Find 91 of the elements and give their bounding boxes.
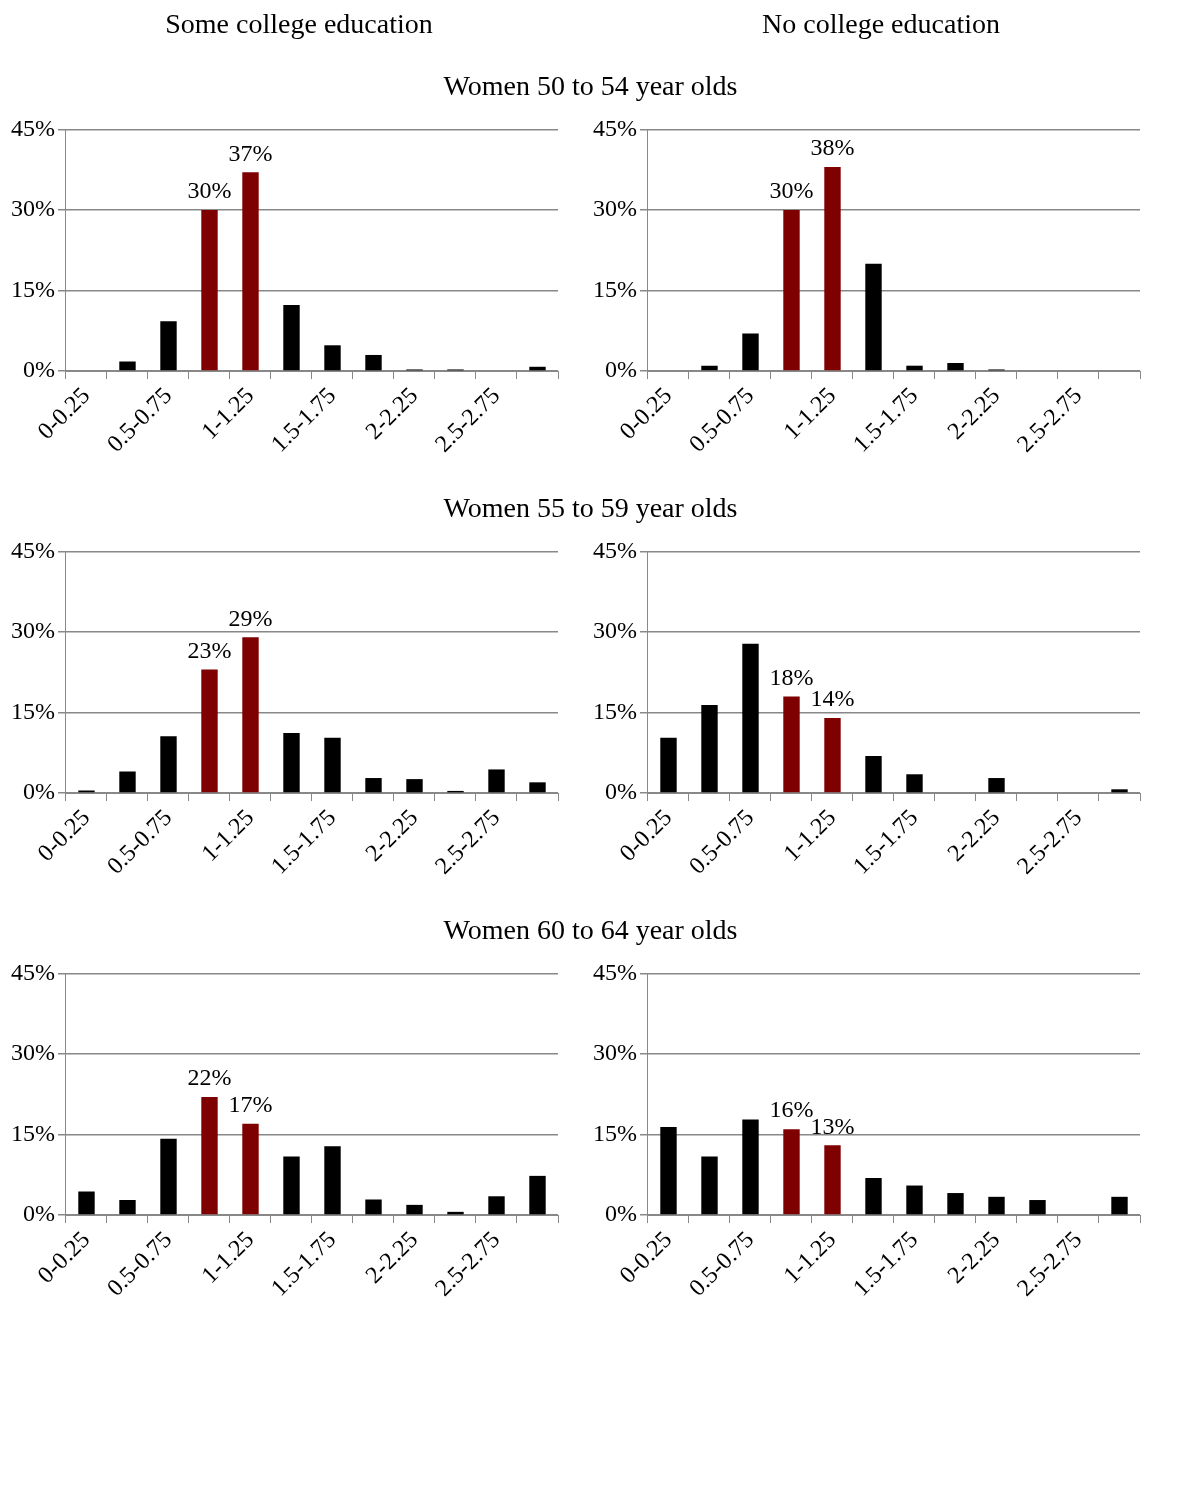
y-tick-label: 30% xyxy=(592,195,637,222)
y-tick-label: 15% xyxy=(592,697,637,724)
bar xyxy=(488,1196,505,1215)
y-tick-label: 45% xyxy=(10,114,55,141)
y-tick-label: 0% xyxy=(604,1200,637,1227)
bar xyxy=(242,172,259,371)
bar xyxy=(78,1191,95,1215)
y-tick-label: 45% xyxy=(592,958,637,985)
bar xyxy=(988,778,1005,793)
bar xyxy=(701,705,718,793)
y-tick-label: 0% xyxy=(22,356,55,383)
bar xyxy=(324,737,341,793)
bar xyxy=(1029,1200,1046,1215)
bar xyxy=(160,1138,177,1215)
bar xyxy=(742,643,759,793)
bar xyxy=(201,669,218,793)
bar xyxy=(242,1123,259,1215)
bar xyxy=(201,209,218,371)
data-label: 16% xyxy=(769,1096,814,1123)
bar xyxy=(119,361,136,371)
bar xyxy=(701,1156,718,1215)
bar xyxy=(324,345,341,371)
data-label: 23% xyxy=(187,636,232,663)
bar xyxy=(365,1199,382,1215)
bar xyxy=(406,779,423,793)
bar xyxy=(947,1193,964,1215)
y-tick-label: 0% xyxy=(604,778,637,805)
bar xyxy=(529,782,546,793)
data-label: 17% xyxy=(228,1091,273,1118)
bar xyxy=(988,1196,1005,1215)
bar xyxy=(283,732,300,793)
bar xyxy=(906,774,923,793)
bar xyxy=(1111,789,1128,793)
y-tick-label: 15% xyxy=(10,1119,55,1146)
bar xyxy=(365,354,382,371)
bar xyxy=(660,737,677,793)
bar xyxy=(783,209,800,371)
bar xyxy=(160,736,177,793)
bar xyxy=(947,363,964,371)
y-tick-label: 30% xyxy=(10,617,55,644)
bar xyxy=(660,1127,677,1215)
y-tick-label: 45% xyxy=(10,958,55,985)
bar xyxy=(160,321,177,371)
data-label: 38% xyxy=(810,134,855,161)
y-tick-label: 30% xyxy=(10,195,55,222)
data-label: 22% xyxy=(187,1064,232,1091)
bar xyxy=(119,771,136,793)
bar xyxy=(742,1119,759,1215)
bar xyxy=(529,1175,546,1215)
data-label: 37% xyxy=(228,139,273,166)
data-label: 29% xyxy=(228,604,273,631)
bar xyxy=(742,333,759,371)
chart-subtitle: Women 55 to 59 year olds xyxy=(442,492,739,524)
bar xyxy=(242,637,259,793)
y-tick-label: 15% xyxy=(592,275,637,302)
bar xyxy=(824,1145,841,1215)
bar xyxy=(283,305,300,371)
y-tick-label: 15% xyxy=(592,1119,637,1146)
y-tick-label: 15% xyxy=(10,275,55,302)
bar xyxy=(783,696,800,793)
y-tick-label: 15% xyxy=(10,697,55,724)
bar xyxy=(365,778,382,793)
y-tick-label: 30% xyxy=(592,1039,637,1066)
data-label: 30% xyxy=(769,177,814,204)
y-tick-label: 0% xyxy=(22,1200,55,1227)
y-tick-label: 30% xyxy=(10,1039,55,1066)
bar xyxy=(283,1156,300,1215)
bar xyxy=(1111,1196,1128,1215)
bar xyxy=(488,769,505,793)
bar xyxy=(119,1200,136,1215)
y-tick-label: 45% xyxy=(592,536,637,563)
chart-title: Some college education xyxy=(164,8,434,40)
y-tick-label: 30% xyxy=(592,617,637,644)
bar xyxy=(906,1185,923,1215)
chart-subtitle: Women 60 to 64 year olds xyxy=(442,914,739,946)
y-tick-label: 45% xyxy=(592,114,637,141)
bar xyxy=(865,756,882,793)
bar xyxy=(824,166,841,371)
bar xyxy=(324,1146,341,1215)
chart-title: No college education xyxy=(761,8,1001,40)
bar xyxy=(783,1129,800,1215)
y-tick-label: 0% xyxy=(604,356,637,383)
y-tick-label: 0% xyxy=(22,778,55,805)
bar xyxy=(201,1096,218,1215)
bar xyxy=(865,263,882,371)
data-label: 30% xyxy=(187,177,232,204)
bar xyxy=(865,1178,882,1215)
bar xyxy=(406,1204,423,1215)
bar xyxy=(824,717,841,793)
chart-subtitle: Women 50 to 54 year olds xyxy=(442,70,739,102)
y-tick-label: 45% xyxy=(10,536,55,563)
